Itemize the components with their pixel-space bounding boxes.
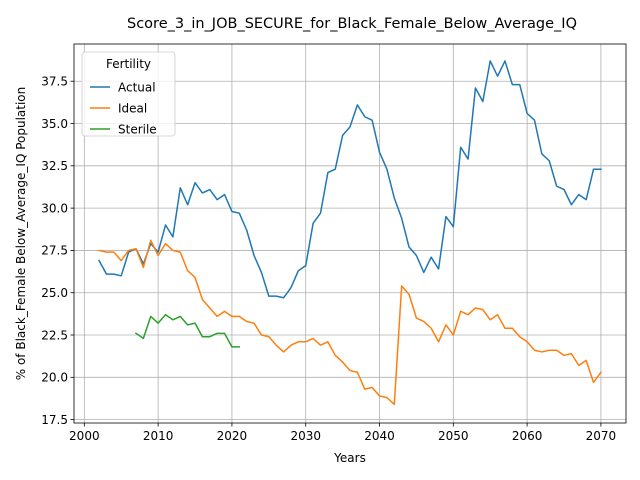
grid [74,44,626,423]
y-axis-label: % of Black_Female Below_Average_IQ Popul… [14,87,28,381]
x-tick-label: 2010 [143,429,174,443]
x-tick-label: 2020 [217,429,248,443]
legend-label-ideal: Ideal [118,101,147,115]
x-axis-label: Years [333,451,366,465]
legend-title: Fertility [106,57,151,71]
series-group [98,60,602,406]
chart-title: Score_3_in_JOB_SECURE_for_Black_Female_B… [127,16,577,32]
y-tick-label: 30.0 [41,201,68,215]
y-tick-label: 25.0 [41,286,68,300]
y-tick-label: 35.0 [41,117,68,131]
x-tick-label: 2040 [364,429,395,443]
legend-label-actual: Actual [118,80,156,94]
x-tick-label: 2070 [586,429,617,443]
y-tick-label: 27.5 [41,244,68,258]
x-tick-label: 2060 [512,429,543,443]
legend: Fertility Actual Ideal Sterile [81,51,176,137]
y-tick-label: 32.5 [41,159,68,173]
series-line-ideal [98,239,602,406]
x-tick-label: 2000 [69,429,100,443]
series-line-actual [98,60,602,299]
x-tick-label: 2050 [438,429,469,443]
y-axis: 17.5 20.0 22.5 25.0 27.5 30.0 32.5 35.0 37.5 [41,75,74,427]
legend-box [81,51,176,137]
x-tick-label: 2030 [290,429,321,443]
series-line-sterile [134,313,241,348]
x-axis: 2000 2010 2020 2030 2040 2050 2060 2070 [69,423,616,443]
y-tick-label: 22.5 [41,328,68,342]
y-tick-label: 37.5 [41,75,68,89]
y-tick-label: 17.5 [41,413,68,427]
y-tick-label: 20.0 [41,371,68,385]
legend-label-sterile: Sterile [118,122,157,136]
axes-frame [73,43,627,424]
